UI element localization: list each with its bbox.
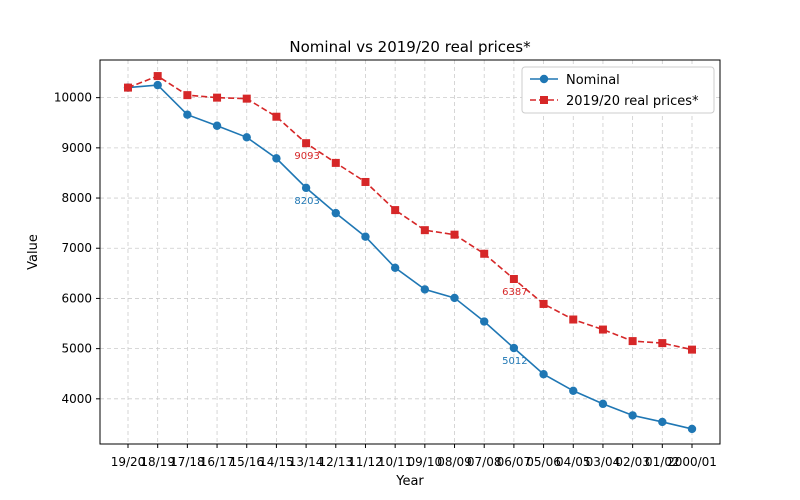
x-tick-label: 15/16 [229,455,264,469]
legend-marker [539,74,549,84]
data-point [628,411,637,420]
data-point [331,158,340,167]
legend-marker [540,96,548,104]
data-point [420,226,429,235]
data-point [658,417,667,427]
series-real-prices [124,72,696,354]
x-tick-label: 18/19 [140,455,175,469]
x-tick-label: 2000/01 [667,455,717,469]
x-axis-label: Year [395,474,424,489]
x-tick-label: 04/05 [556,455,591,469]
data-point [183,110,192,119]
data-point [124,83,132,92]
data-point [687,424,697,434]
x-tick-label: 08/09 [437,455,472,469]
x-tick-label: 03/04 [586,455,621,469]
x-tick-label: 19/20 [111,455,146,469]
data-point [598,325,607,334]
x-tick-label: 10/11 [378,455,413,469]
data-point [391,206,400,215]
data-point [628,337,637,346]
series-layer [123,72,697,434]
data-point [272,154,281,163]
y-tick-label: 8000 [61,191,92,205]
chart-title: Nominal vs 2019/20 real prices* [289,38,531,56]
data-label: 5012 [502,356,527,367]
legend: Nominal 2019/20 real prices* [521,66,715,114]
data-point [480,317,489,326]
data-point [242,94,251,103]
y-axis-label: Value [26,234,41,270]
data-point [569,386,578,395]
y-tick-label: 7000 [61,241,92,255]
data-point [390,263,400,273]
x-tick-label: 14/15 [259,455,294,469]
data-point [509,343,519,353]
data-point [539,299,548,308]
data-point [361,177,370,186]
data-point [331,208,340,218]
x-tick-label: 01/02 [645,455,680,469]
legend-label: 2019/20 real prices* [566,94,699,109]
series-nominal [123,80,697,434]
data-point [569,315,578,324]
legend-box [521,66,715,114]
data-point [153,80,162,90]
x-tick-label: 17/18 [170,455,205,469]
x-tick-label: 09/10 [408,455,443,469]
y-axis: 4000 5000 6000 7000 8000 9000 10000 [54,91,100,406]
data-point [183,91,192,100]
x-tick-label: 16/17 [200,455,235,469]
y-tick-label: 4000 [61,392,92,406]
data-point [450,293,459,303]
data-point [212,121,222,130]
y-tick-label: 9000 [61,141,92,155]
data-point [509,275,518,284]
data-point [450,230,459,239]
data-point [153,72,162,81]
y-tick-label: 10000 [54,91,92,105]
data-point [242,133,251,142]
grid [100,60,720,444]
legend-label: Nominal [566,73,620,88]
data-point [658,339,667,348]
data-point [301,183,311,193]
series-line [127,84,693,430]
x-tick-label: 07/08 [467,455,502,469]
data-point [272,112,281,121]
x-axis: 19/2018/1917/1816/1715/1614/1513/1412/13… [111,444,717,469]
x-tick-label: 06/07 [497,455,532,469]
data-point [480,249,489,258]
data-label: 9093 [294,151,319,162]
x-tick-label: 12/13 [318,455,353,469]
annotations: 8203 5012 9093 6387 [294,151,527,367]
x-tick-label: 13/14 [289,455,324,469]
legend-entry: Nominal [530,73,620,88]
series-line [127,75,693,351]
plot-area-frame [99,59,721,445]
data-point [688,345,696,354]
data-point [539,370,548,379]
data-point [420,285,430,294]
y-tick-label: 5000 [61,342,92,356]
data-point [361,232,370,241]
x-tick-label: 02/03 [615,455,650,469]
data-point [213,93,222,102]
data-point [302,139,311,148]
data-label: 8203 [294,196,319,207]
data-label: 6387 [502,287,527,298]
data-point [598,399,608,409]
y-tick-label: 6000 [61,291,92,305]
legend-entry: 2019/20 real prices* [530,94,699,109]
x-tick-label: 05/06 [526,455,561,469]
x-tick-label: 11/12 [348,455,383,469]
